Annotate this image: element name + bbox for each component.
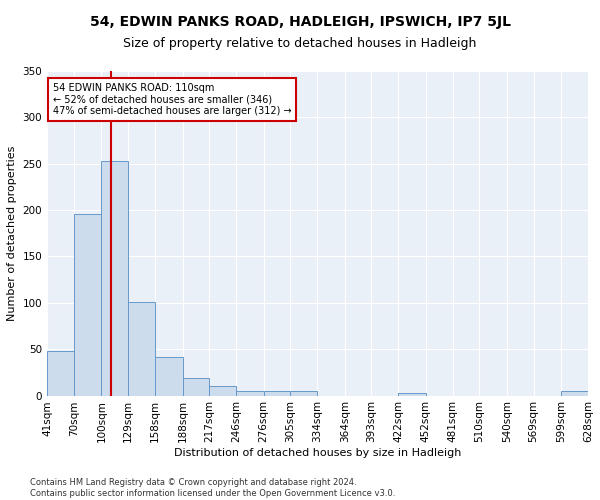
Bar <box>398 392 426 396</box>
Bar <box>263 391 290 396</box>
X-axis label: Distribution of detached houses by size in Hadleigh: Distribution of detached houses by size … <box>174 448 461 458</box>
Text: Size of property relative to detached houses in Hadleigh: Size of property relative to detached ho… <box>124 38 476 51</box>
Bar <box>182 378 209 396</box>
Bar <box>74 214 101 396</box>
Bar <box>290 391 317 396</box>
Text: 54 EDWIN PANKS ROAD: 110sqm
← 52% of detached houses are smaller (346)
47% of se: 54 EDWIN PANKS ROAD: 110sqm ← 52% of det… <box>53 83 291 116</box>
Y-axis label: Number of detached properties: Number of detached properties <box>7 146 17 321</box>
Bar <box>562 391 588 396</box>
Text: 54, EDWIN PANKS ROAD, HADLEIGH, IPSWICH, IP7 5JL: 54, EDWIN PANKS ROAD, HADLEIGH, IPSWICH,… <box>89 15 511 29</box>
Bar <box>209 386 236 396</box>
Bar <box>101 161 128 396</box>
Bar <box>236 391 263 396</box>
Bar <box>155 358 182 396</box>
Text: Contains HM Land Registry data © Crown copyright and database right 2024.
Contai: Contains HM Land Registry data © Crown c… <box>30 478 395 498</box>
Bar <box>47 351 74 396</box>
Bar <box>128 302 155 396</box>
